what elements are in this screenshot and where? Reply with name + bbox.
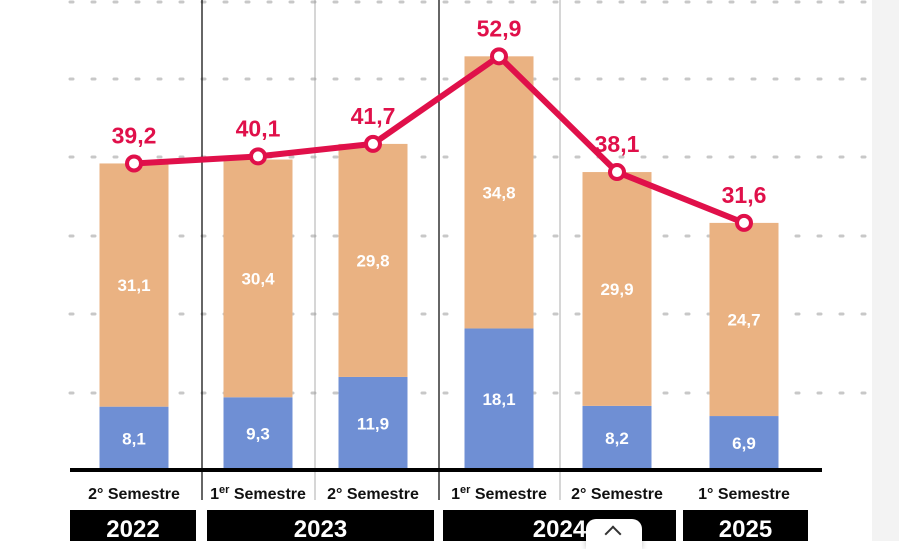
category-label: 2° Semestre — [571, 486, 663, 503]
bar-segment-base — [582, 405, 652, 470]
data-label-base: 6,9 — [732, 434, 756, 453]
year-label: 2024 — [533, 516, 587, 541]
total-label: 52,9 — [477, 15, 522, 41]
year-label: 2025 — [719, 516, 772, 541]
bar-segment-base — [223, 397, 293, 470]
data-label-base: 11,9 — [357, 414, 389, 433]
data-label-top: 29,8 — [356, 251, 389, 270]
chevron-up-icon — [604, 525, 622, 543]
bar-segment-top — [223, 159, 293, 398]
category-label: 1er Semestre — [210, 484, 306, 503]
bar-segment-base — [338, 376, 408, 470]
category-label: 1° Semestre — [698, 486, 790, 503]
data-label-top: 30,4 — [241, 269, 275, 288]
bar-segment-top — [464, 56, 534, 329]
total-line — [133, 53, 746, 226]
total-label: 40,1 — [236, 115, 281, 141]
year-band — [70, 510, 196, 541]
total-line-marker — [125, 154, 143, 173]
total-label: 31,6 — [722, 182, 767, 208]
data-label-top: 34,8 — [482, 183, 515, 202]
bar-segment-top — [709, 222, 779, 417]
data-label-top: 29,9 — [600, 280, 633, 299]
category-label: 1er Semestre — [451, 484, 547, 503]
data-label-base: 18,1 — [482, 390, 515, 409]
bar-segment-top — [582, 172, 652, 406]
bar-segment-top — [338, 143, 408, 377]
total-label: 38,1 — [595, 131, 640, 157]
total-label: 41,7 — [351, 103, 396, 129]
bar-segment-base — [99, 406, 169, 470]
stacked-bar-line-chart: 8,1 31,1 9,3 30,4 11,9 29,8 18,1 34,8 8,2 29,9 6,9… — [68, 0, 872, 541]
total-label: 39,2 — [112, 122, 157, 148]
year-band — [207, 510, 434, 541]
bar-segment-base — [464, 328, 534, 470]
bar-segment-base — [709, 416, 779, 470]
data-label-top: 31,1 — [117, 276, 150, 295]
data-label-base: 8,2 — [605, 429, 629, 448]
total-line-marker — [490, 47, 508, 66]
total-line-marker — [364, 134, 382, 153]
total-line-marker — [608, 163, 626, 182]
page-edge-shade — [872, 0, 899, 541]
category-label: 2° Semestre — [327, 486, 419, 503]
data-label-base: 9,3 — [246, 425, 270, 444]
bar-segment-top — [99, 163, 169, 407]
scroll-up-button[interactable] — [586, 519, 642, 549]
total-line-marker — [249, 147, 267, 166]
year-label: 2023 — [294, 516, 347, 541]
data-label-top: 24,7 — [727, 310, 760, 329]
year-band — [683, 510, 808, 541]
category-label: 2° Semestre — [88, 486, 180, 503]
total-line-marker — [735, 213, 753, 232]
year-label: 2022 — [106, 516, 159, 541]
data-label-base: 8,1 — [122, 429, 146, 448]
